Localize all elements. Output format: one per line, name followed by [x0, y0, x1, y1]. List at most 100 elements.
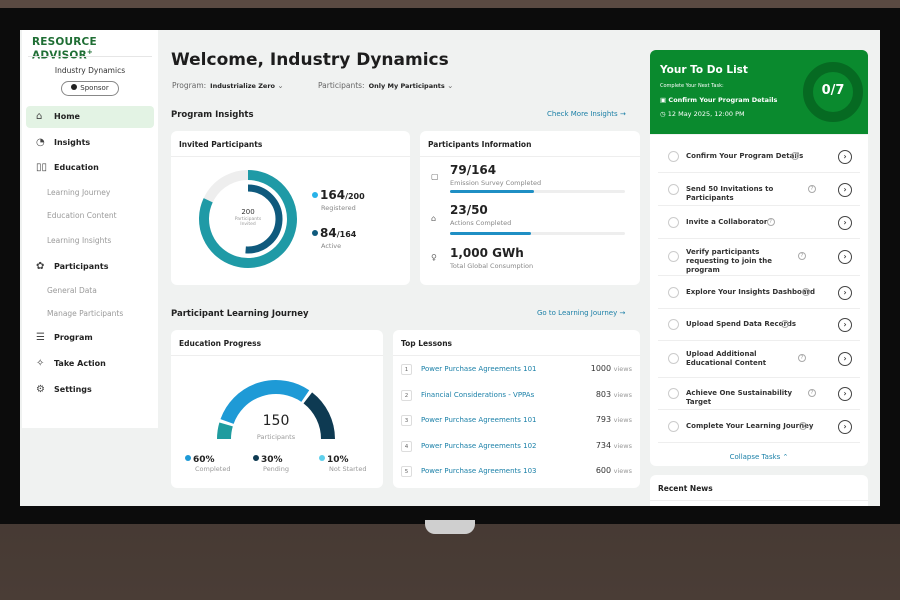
help-icon[interactable]: ?: [780, 319, 789, 328]
consumption-stat: 1,000 GWh: [450, 246, 524, 260]
next-task-link[interactable]: ▣ Confirm Your Program Details: [660, 96, 778, 104]
help-icon[interactable]: ?: [791, 151, 800, 160]
help-icon[interactable]: ?: [798, 252, 806, 260]
check-more-insights-link[interactable]: Check More Insights →: [547, 110, 626, 118]
task-checkbox[interactable]: [668, 216, 679, 228]
help-icon[interactable]: ?: [766, 217, 775, 226]
todo-item[interactable]: Invite a Collaborator? ›: [658, 206, 860, 239]
legend-completed: 60% Completed: [185, 455, 230, 473]
task-checkbox[interactable]: [668, 286, 679, 298]
sidebar-item-learning-insights[interactable]: Learning Insights: [47, 236, 112, 245]
task-label: Send 50 Invitations to Participants: [686, 184, 774, 202]
todo-item[interactable]: Confirm Your Program Details? ›: [658, 140, 860, 173]
task-checkbox[interactable]: [668, 318, 679, 330]
todo-item[interactable]: Upload Spend Data Records? ›: [658, 308, 860, 341]
card-title: Top Lessons: [393, 330, 640, 356]
monitor-stand: [425, 520, 475, 534]
lesson-row[interactable]: 1 Power Purchase Agreements 101 1000 views: [393, 358, 640, 383]
view-count: 803 views: [595, 389, 632, 399]
task-checkbox[interactable]: [668, 183, 679, 195]
lesson-link[interactable]: Power Purchase Agreements 101: [421, 416, 537, 424]
help-icon[interactable]: ?: [798, 354, 806, 362]
chevron-down-icon: ⌄: [277, 81, 284, 90]
legend-dot: [253, 455, 259, 461]
lesson-link[interactable]: Financial Considerations - VPPAs: [421, 390, 535, 399]
todo-list: Confirm Your Program Details? › Send 50 In…: [650, 135, 868, 466]
participants-filter[interactable]: Participants: Only My Participants ⌄: [318, 81, 454, 90]
chevron-right-circle-icon[interactable]: ›: [838, 419, 852, 434]
chevron-right-circle-icon[interactable]: ›: [838, 215, 852, 230]
program-filter[interactable]: Program: Industrialize Zero ⌄: [172, 81, 284, 90]
gauge-segment: [220, 380, 310, 425]
action-icon: ✧: [36, 358, 45, 369]
todo-item[interactable]: Send 50 Invitations to Participants? ›: [658, 173, 860, 206]
help-icon[interactable]: ?: [798, 421, 807, 430]
todo-item[interactable]: Verify participants requesting to join t…: [658, 238, 860, 276]
todo-progress: 0/7: [821, 83, 845, 98]
task-checkbox[interactable]: [668, 353, 679, 364]
help-icon[interactable]: ?: [808, 388, 816, 397]
education-gauge-chart: [217, 380, 335, 440]
actions-stat: 23/50: [450, 203, 488, 217]
sidebar-item-take-action[interactable]: ✧ Take Action: [26, 353, 154, 375]
chevron-right-circle-icon[interactable]: ›: [838, 317, 852, 332]
chevron-right-circle-icon[interactable]: ›: [838, 182, 852, 197]
lesson-row[interactable]: 4 Power Purchase Agreements 102 734 views: [393, 435, 640, 460]
sidebar-item-manage-participants[interactable]: Manage Participants: [47, 309, 124, 318]
chevron-right-circle-icon[interactable]: ›: [838, 386, 852, 401]
insights-icon: ◔: [36, 137, 45, 148]
rank-badge: 5: [401, 466, 412, 477]
view-count: 734 views: [595, 440, 632, 450]
survey-stat: 79/164: [450, 163, 497, 177]
chevron-up-icon: ⌃: [782, 453, 789, 461]
section-title: Participant Learning Journey: [171, 309, 309, 319]
lesson-link[interactable]: Power Purchase Agreements 101: [421, 365, 537, 373]
task-checkbox[interactable]: [668, 251, 679, 262]
task-label: Complete Your Learning Journey: [686, 421, 814, 430]
registered-label: Registered: [321, 204, 356, 212]
donut-center-value: 200: [241, 208, 255, 216]
todo-item[interactable]: Explore Your Insights Dashboard? ›: [658, 276, 860, 309]
go-to-learning-journey-link[interactable]: Go to Learning Journey →: [537, 309, 626, 317]
help-icon[interactable]: ?: [808, 184, 816, 193]
todo-item[interactable]: Complete Your Learning Journey? ›: [658, 410, 860, 443]
gauge-segment: [217, 422, 233, 440]
chevron-right-circle-icon[interactable]: ›: [838, 285, 852, 300]
task-checkbox[interactable]: [668, 150, 679, 162]
chevron-right-circle-icon[interactable]: ›: [838, 352, 852, 366]
sidebar-item-learning-journey[interactable]: Learning Journey: [47, 188, 111, 197]
collapse-tasks-button[interactable]: Collapse Tasks ⌃: [729, 453, 789, 461]
todo-item[interactable]: Upload Additional Educational Content? ›: [658, 340, 860, 378]
active-arc: [245, 184, 283, 254]
sidebar-item-education[interactable]: ▯▯ Education: [26, 157, 154, 179]
sidebar-item-education-content[interactable]: Education Content: [47, 211, 117, 220]
legend-not-started: 10% Not Started: [319, 455, 366, 473]
todo-progress-ring: [803, 62, 863, 122]
list-icon: ☰: [36, 332, 45, 343]
sidebar-item-general-data[interactable]: General Data: [47, 286, 97, 295]
task-checkbox[interactable]: [668, 420, 679, 432]
lesson-link[interactable]: Power Purchase Agreements 102: [421, 441, 537, 450]
view-count: 600 views: [595, 466, 632, 475]
lesson-row[interactable]: 2 Financial Considerations - VPPAs 803 vie…: [393, 384, 640, 409]
invited-participants-card: Invited Participants 200 Participants In…: [171, 131, 410, 285]
screen: RESOURCE ADVISOR+ Industry Dynamics Spon…: [20, 30, 880, 506]
sidebar-item-program[interactable]: ☰ Program: [26, 327, 154, 349]
role-badge: Sponsor: [61, 81, 119, 96]
section-title: Program Insights: [171, 110, 254, 120]
sidebar-item-settings[interactable]: ⚙ Settings: [26, 379, 154, 401]
lesson-row[interactable]: 3 Power Purchase Agreements 101 793 views: [393, 409, 640, 434]
sidebar-item-insights[interactable]: ◔ Insights: [26, 132, 154, 154]
lesson-row[interactable]: 5 Power Purchase Agreements 103 600 views: [393, 460, 640, 485]
invited-donut-chart: [199, 170, 297, 268]
help-icon[interactable]: ?: [802, 287, 811, 296]
sidebar-item-participants[interactable]: ✿ Participants: [26, 256, 154, 278]
sidebar-item-home[interactable]: ⌂ Home: [26, 106, 154, 128]
chevron-right-circle-icon[interactable]: ›: [838, 149, 852, 164]
lesson-link[interactable]: Power Purchase Agreements 103: [421, 467, 537, 475]
chevron-right-circle-icon[interactable]: ›: [838, 250, 852, 264]
task-checkbox[interactable]: [668, 387, 679, 399]
todo-item[interactable]: Achieve One Sustainability Target? ›: [658, 377, 860, 410]
logo[interactable]: RESOURCE ADVISOR+: [32, 36, 97, 62]
legend-dot: [312, 192, 318, 198]
